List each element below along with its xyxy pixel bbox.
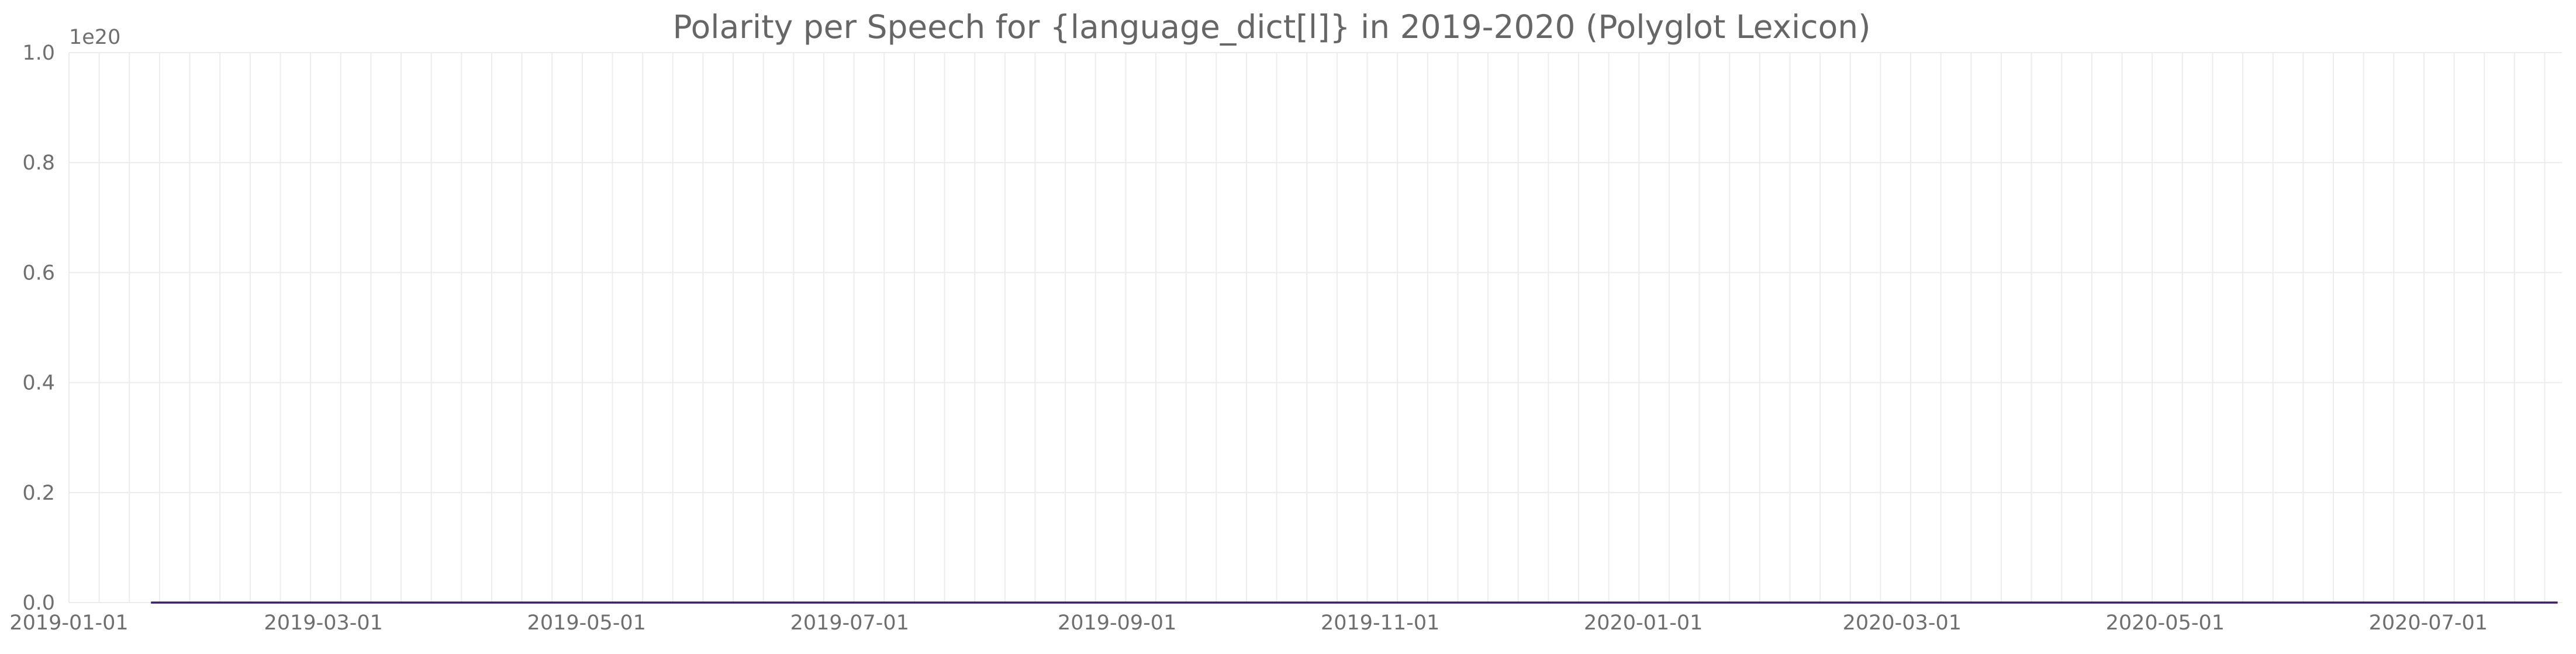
x-tick-label: 2020-05-01 (2106, 611, 2225, 635)
x-tick-label: 2019-01-01 (9, 611, 128, 635)
x-tick-label: 2019-07-01 (790, 611, 909, 635)
grid (68, 52, 2562, 603)
x-tick-label: 2019-05-01 (527, 611, 646, 635)
y-tick-label: 0.6 (22, 261, 55, 285)
y-tick-label: 0.4 (22, 372, 55, 395)
y-tick-label: 0.8 (22, 151, 55, 175)
x-tick-label: 2019-11-01 (1321, 611, 1439, 635)
x-tick-label: 2019-09-01 (1058, 611, 1176, 635)
y-tick-label: 0.0 (22, 591, 55, 615)
x-tick-label: 2020-07-01 (2369, 611, 2488, 635)
x-tick-label: 2020-03-01 (1843, 611, 1962, 635)
axes: 0.0 0.2 0.4 0.6 0.8 1.0 2019-01-01 2019-03-01 20… (9, 41, 2488, 635)
y-tick-label: 1.0 (22, 41, 55, 65)
x-tick-label: 2019-03-01 (264, 611, 383, 635)
y-tick-label: 0.2 (22, 482, 55, 505)
x-tick-label: 2020-01-01 (1584, 611, 1703, 635)
y-axis-offset-label: 1e20 (69, 26, 120, 49)
chart-title: Polarity per Speech for {language_dict[l… (672, 8, 1870, 46)
